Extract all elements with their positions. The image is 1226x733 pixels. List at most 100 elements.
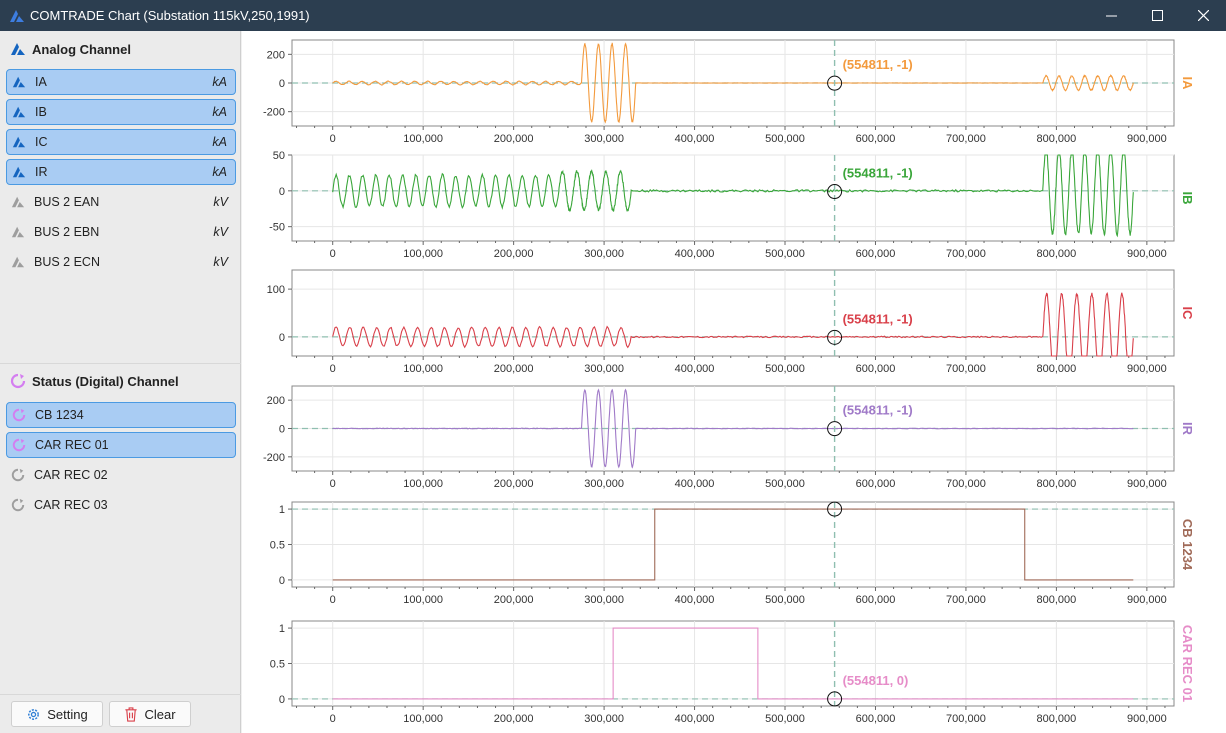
x-tick-label: 500,000: [765, 478, 805, 490]
plot-frame: [291, 269, 1175, 357]
gear-icon: [28, 708, 40, 720]
x-tick-label: 400,000: [675, 248, 715, 260]
x-tick-label: 0: [330, 363, 336, 375]
x-tick-label: 700,000: [946, 133, 986, 145]
maximize-button[interactable]: [1134, 0, 1180, 31]
y-tick-label: -200: [263, 107, 285, 119]
x-tick-label: 0: [330, 133, 336, 145]
x-tick-label: 0: [330, 478, 336, 490]
y-tick-label: 200: [267, 49, 285, 61]
x-tick-label: 700,000: [946, 248, 986, 260]
channel-icon: [12, 408, 26, 422]
clear-button-label: Clear: [144, 706, 176, 722]
series-line: [332, 627, 1134, 700]
analog-channel-item[interactable]: BUS 2 EAN kV: [6, 189, 236, 215]
x-tick-label: 300,000: [584, 248, 624, 260]
x-tick-label: 600,000: [856, 363, 896, 375]
channel-unit: kA: [212, 135, 227, 149]
status-channel-item[interactable]: CAR REC 01: [6, 432, 236, 458]
x-tick-label: 200,000: [494, 478, 534, 490]
x-tick-label: 100,000: [403, 713, 443, 725]
x-tick-label: 100,000: [403, 363, 443, 375]
analog-channel-item[interactable]: IA kA: [6, 69, 236, 95]
x-tick-label: 200,000: [494, 363, 534, 375]
x-tick-label: 800,000: [1037, 478, 1077, 490]
waveform-charts: 0 100,000 200,000 300,000 400,000 500,000 600,…: [263, 39, 1195, 725]
analog-channel-item[interactable]: BUS 2 ECN kV: [6, 249, 236, 275]
x-tick-label: 900,000: [1127, 713, 1167, 725]
maximize-icon: [1151, 10, 1163, 21]
status-channel-item[interactable]: CB 1234: [6, 402, 236, 428]
title-bar: COMTRADE Chart (Substation 115kV,250,199…: [0, 0, 1226, 31]
x-tick-label: 300,000: [584, 713, 624, 725]
cursor-value-label: (554811, -1): [843, 57, 913, 72]
channel-unit: kA: [212, 105, 227, 119]
x-tick-label: 300,000: [584, 363, 624, 375]
y-tick-label: 0: [279, 424, 285, 436]
close-button[interactable]: [1180, 0, 1226, 31]
x-tick-label: 400,000: [675, 133, 715, 145]
cursor-marker: [827, 421, 843, 437]
x-tick-label: 200,000: [494, 594, 534, 606]
analog-channel-item[interactable]: IB kA: [6, 99, 236, 125]
y-tick-label: 50: [273, 150, 285, 162]
channel-unit: kA: [212, 75, 227, 89]
channel-label: CAR REC 02: [34, 468, 108, 482]
channel-icon: [11, 468, 25, 482]
x-tick-label: 200,000: [494, 248, 534, 260]
channel-axis-label: CB 1234: [1180, 519, 1195, 571]
x-tick-label: 500,000: [765, 248, 805, 260]
status-channel-header: Status (Digital) Channel: [0, 366, 241, 396]
channel-label: IA: [35, 75, 47, 89]
x-tick-label: 600,000: [856, 713, 896, 725]
setting-button[interactable]: Setting: [11, 701, 103, 727]
chart-panel: 0 100,000 200,000 300,000 400,000 500,000 600,…: [267, 269, 1195, 375]
cursor-value-label: (554811, -1): [843, 166, 913, 181]
x-tick-label: 100,000: [403, 594, 443, 606]
y-tick-label: -50: [269, 222, 285, 234]
analog-channel-header: Analog Channel: [0, 34, 241, 64]
x-tick-label: 700,000: [946, 478, 986, 490]
app-logo-icon: [10, 10, 24, 22]
y-tick-label: -200: [263, 452, 285, 464]
chart-area: 0 100,000 200,000 300,000 400,000 500,000 600,…: [242, 31, 1226, 733]
x-tick-label: 100,000: [403, 248, 443, 260]
x-tick-label: 0: [330, 248, 336, 260]
status-channel-item[interactable]: CAR REC 03: [6, 492, 236, 518]
analog-channel-item[interactable]: IC kA: [6, 129, 236, 155]
status-channel-item[interactable]: CAR REC 02: [6, 462, 236, 488]
channel-unit: kA: [212, 165, 227, 179]
x-tick-label: 800,000: [1037, 133, 1077, 145]
x-tick-label: 800,000: [1037, 248, 1077, 260]
x-tick-label: 400,000: [675, 594, 715, 606]
x-tick-label: 500,000: [765, 363, 805, 375]
footer-divider: [0, 694, 241, 695]
x-tick-label: 400,000: [675, 478, 715, 490]
analog-channel-title: Analog Channel: [32, 41, 131, 57]
channel-label: IB: [35, 105, 47, 119]
x-tick-label: 600,000: [856, 594, 896, 606]
y-tick-label: 0: [279, 694, 285, 706]
channel-label: CB 1234: [35, 408, 84, 422]
series-line: [332, 508, 1134, 581]
x-tick-label: 0: [330, 713, 336, 725]
status-channel-title: Status (Digital) Channel: [32, 373, 179, 389]
channel-axis-label: IB: [1180, 192, 1195, 205]
x-tick-label: 600,000: [856, 133, 896, 145]
channel-label: BUS 2 ECN: [34, 255, 100, 269]
channel-icon: [12, 76, 26, 88]
x-tick-label: 600,000: [856, 478, 896, 490]
clear-button[interactable]: Clear: [109, 701, 191, 727]
analog-channel-item[interactable]: BUS 2 EBN kV: [6, 219, 236, 245]
y-tick-label: 100: [267, 284, 285, 296]
minimize-button[interactable]: [1088, 0, 1134, 31]
trash-icon: [125, 706, 138, 722]
cursor-marker: [827, 691, 843, 707]
channel-sidebar: Analog Channel IA kA IB kA IC kA IR kA BUS 2 EAN…: [0, 31, 241, 733]
channel-label: IC: [35, 135, 48, 149]
x-tick-label: 100,000: [403, 478, 443, 490]
chart-panel: 0 100,000 200,000 300,000 400,000 500,000 600,…: [263, 39, 1195, 145]
x-tick-label: 700,000: [946, 363, 986, 375]
chart-panel: 0 100,000 200,000 300,000 400,000 500,000 600,…: [269, 150, 1195, 260]
analog-channel-item[interactable]: IR kA: [6, 159, 236, 185]
